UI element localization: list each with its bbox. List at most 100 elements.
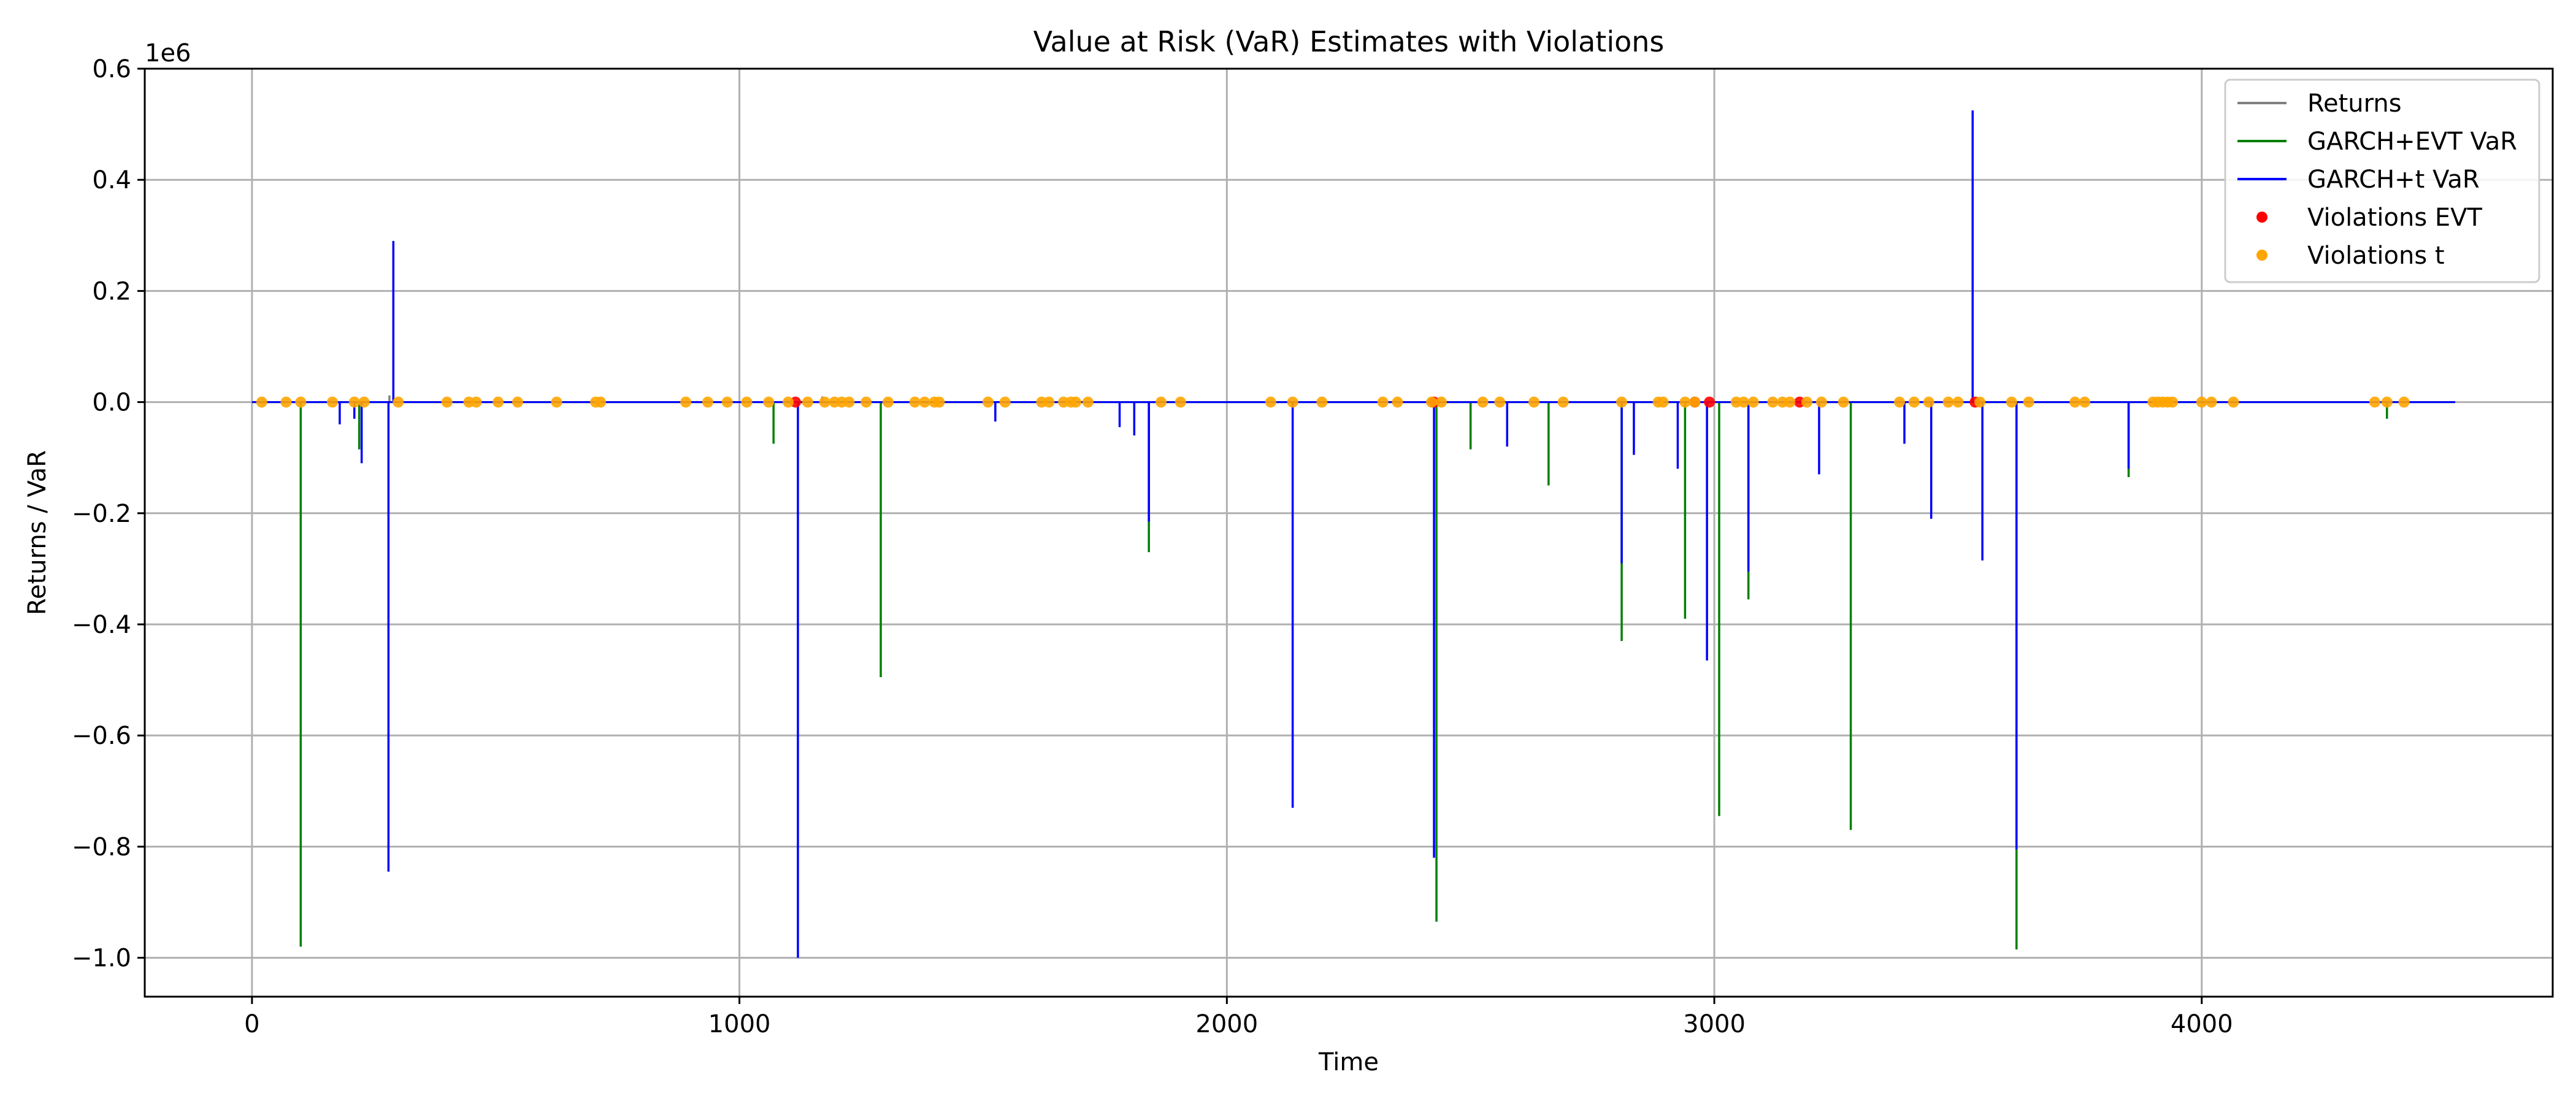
violation-point — [741, 396, 753, 408]
x-tick-label: 0 — [244, 1010, 259, 1038]
violation-point — [326, 396, 338, 408]
violation-point — [280, 396, 292, 408]
violation-point — [1070, 396, 1081, 408]
violation-point — [1265, 396, 1276, 408]
violation-point — [2079, 396, 2091, 408]
violation-point — [1043, 396, 1055, 408]
axis-ticks: 0 1000 2000 3000 4000 0.6 0.4 0.2 0.0 −0.2 −0.4 −0.… — [72, 55, 2233, 1038]
series-violations-t — [256, 396, 2410, 408]
violation-point — [358, 396, 370, 408]
violation-point — [1528, 396, 1539, 408]
legend-label: GARCH+t VaR — [2307, 166, 2480, 194]
violation-point — [2381, 396, 2393, 408]
violation-point — [2069, 396, 2081, 408]
violation-point — [843, 396, 855, 408]
y-axis-label: Returns / VaR — [23, 450, 52, 615]
y-tick-label: −0.4 — [72, 611, 131, 639]
violation-point — [1815, 396, 1827, 408]
legend-box — [2224, 79, 2540, 283]
violation-point — [2006, 396, 2017, 408]
violation-point — [1747, 396, 1759, 408]
y-tick-label: 0.6 — [92, 55, 131, 83]
violation-point — [441, 396, 453, 408]
violation-point — [982, 396, 994, 408]
violation-point — [551, 396, 562, 408]
violation-point — [999, 396, 1011, 408]
series-garch-t-var — [251, 110, 2456, 958]
violation-point — [1942, 396, 1954, 408]
violation-point — [1557, 396, 1569, 408]
violation-points — [256, 396, 2410, 408]
violation-point — [861, 396, 872, 408]
violation-point — [1679, 396, 1691, 408]
y-tick-label: 0.0 — [92, 389, 131, 417]
chart-title: Value at Risk (VaR) Estimates with Viola… — [1033, 25, 1665, 58]
violation-point — [1784, 396, 1796, 408]
violation-point — [2167, 396, 2179, 408]
violation-point — [1392, 396, 1403, 408]
y-axis-offset-label: 1e6 — [145, 39, 191, 67]
violation-point — [680, 396, 692, 408]
violation-point — [1426, 396, 1438, 408]
legend-label: Violations t — [2307, 242, 2445, 270]
violation-point — [348, 396, 360, 408]
violation-point — [783, 396, 794, 408]
x-tick-label: 4000 — [2171, 1010, 2233, 1038]
violation-point — [721, 396, 733, 408]
violation-point — [295, 396, 307, 408]
y-tick-label: 0.2 — [92, 277, 131, 305]
plot-frame — [144, 67, 2554, 998]
violation-point — [595, 396, 607, 408]
violation-point — [512, 396, 523, 408]
violation-point — [882, 396, 894, 408]
y-tick-label: −1.0 — [72, 945, 131, 973]
violation-point — [1436, 396, 1447, 408]
violation-point — [493, 396, 504, 408]
violation-point — [1974, 396, 1986, 408]
violation-point — [2398, 396, 2410, 408]
violation-point — [1657, 396, 1669, 408]
violation-point — [702, 396, 713, 408]
legend: Returns GARCH+EVT VaR GARCH+t VaR Violation… — [2224, 79, 2540, 283]
violation-point — [1767, 396, 1779, 408]
violation-point — [2228, 396, 2239, 408]
violation-point — [2369, 396, 2380, 408]
violation-point — [2023, 396, 2034, 408]
legend-label: Violations EVT — [2307, 204, 2483, 232]
violation-point — [1952, 396, 1964, 408]
violation-point — [1738, 396, 1749, 408]
violation-point — [1689, 396, 1701, 408]
violation-point — [909, 396, 921, 408]
y-tick-label: −0.2 — [72, 500, 131, 528]
legend-label: GARCH+EVT VaR — [2307, 128, 2517, 156]
legend-swatch-dot — [2256, 250, 2267, 261]
violation-point — [256, 396, 267, 408]
x-axis-label: Time — [1318, 1048, 1379, 1076]
violation-point — [1923, 396, 1934, 408]
violation-point — [1477, 396, 1489, 408]
violation-point — [802, 396, 813, 408]
violation-point — [1082, 396, 1094, 408]
violation-point — [2206, 396, 2217, 408]
y-tick-label: −0.6 — [72, 722, 131, 750]
violation-point — [1156, 396, 1167, 408]
legend-label: Returns — [2307, 90, 2402, 118]
violation-point — [1616, 396, 1628, 408]
x-tick-label: 1000 — [708, 1010, 771, 1038]
violation-point — [1801, 396, 1813, 408]
violation-point — [919, 396, 930, 408]
violation-point — [2196, 396, 2207, 408]
x-tick-label: 3000 — [1683, 1010, 1746, 1038]
violation-point — [470, 396, 482, 408]
violation-point — [933, 396, 945, 408]
violation-point — [393, 396, 404, 408]
violation-point — [1908, 396, 1920, 408]
violation-point — [763, 396, 775, 408]
violation-point — [1838, 396, 1849, 408]
violation-point — [1316, 396, 1328, 408]
violation-point — [1377, 396, 1389, 408]
y-tick-label: −0.8 — [72, 833, 131, 861]
violation-point — [1287, 396, 1298, 408]
